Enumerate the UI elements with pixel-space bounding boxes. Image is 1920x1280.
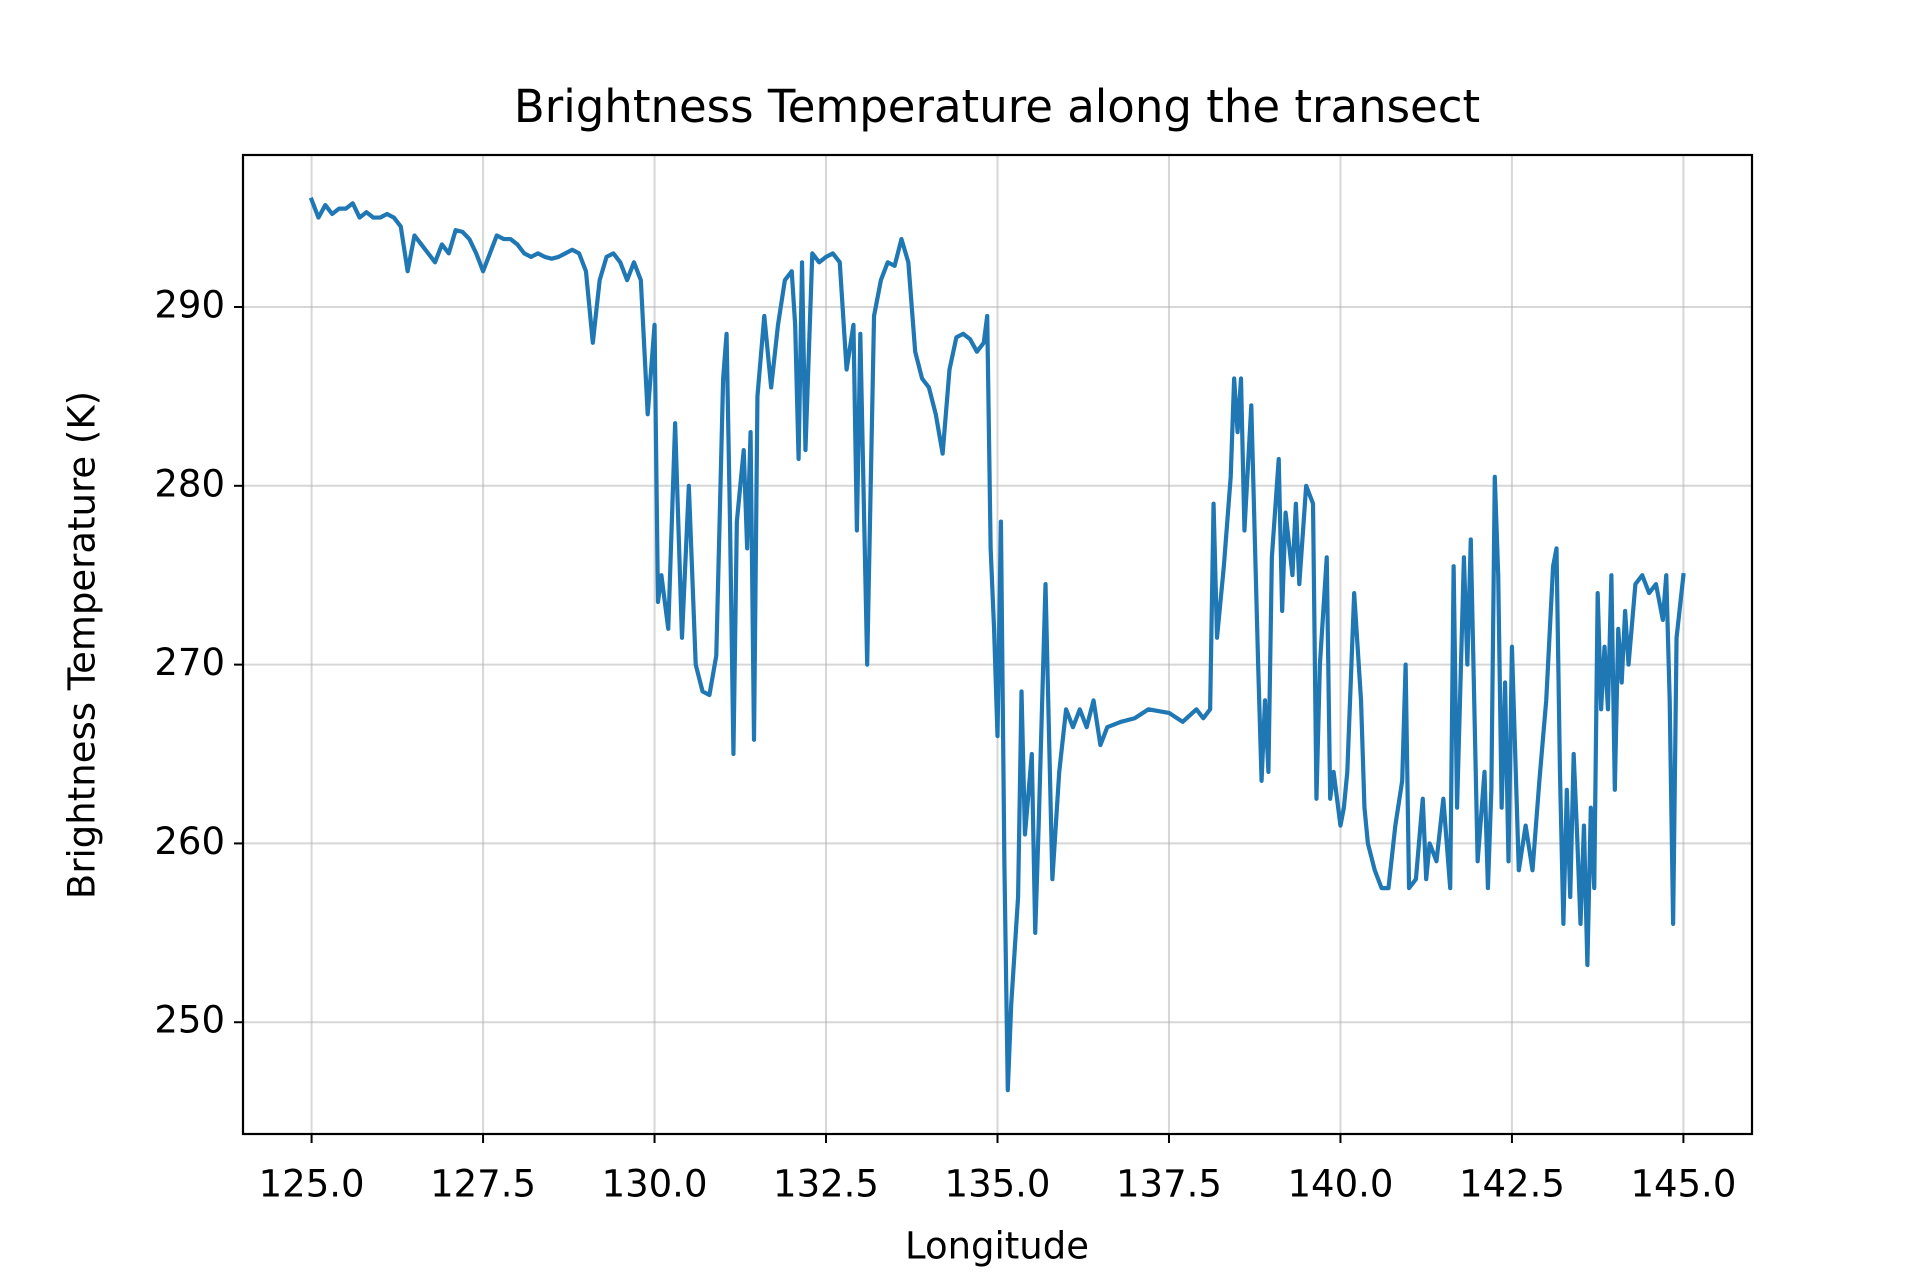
x-tick-label: 135.0 [945,1163,1051,1206]
data-line [308,196,1686,1093]
y-tick-label: 270 [154,641,225,684]
x-tick-label: 130.0 [602,1163,708,1206]
y-axis-label: Brightness Temperature (K) [61,391,104,899]
axes-frame [241,153,1754,1136]
y-tick-label: 260 [154,820,225,863]
ticks: 125.0 127.5 130.0 132.5 135.0 137.5 140.0 142.5… [154,283,1736,1205]
x-tick-label: 132.5 [773,1163,879,1206]
x-tick-label: 142.5 [1459,1163,1565,1206]
x-tick-label: 137.5 [1116,1163,1222,1206]
chart-title: Brightness Temperature along the transec… [514,80,1480,133]
x-axis-label: Longitude [905,1225,1089,1268]
x-tick-label: 140.0 [1287,1163,1393,1206]
y-tick-label: 280 [154,462,225,505]
plot-area [308,196,1686,1093]
x-tick-label: 127.5 [430,1163,536,1206]
y-tick-label: 250 [154,999,225,1042]
x-tick-label: 145.0 [1630,1163,1736,1206]
x-tick-label: 125.0 [259,1163,365,1206]
y-tick-label: 290 [154,283,225,326]
